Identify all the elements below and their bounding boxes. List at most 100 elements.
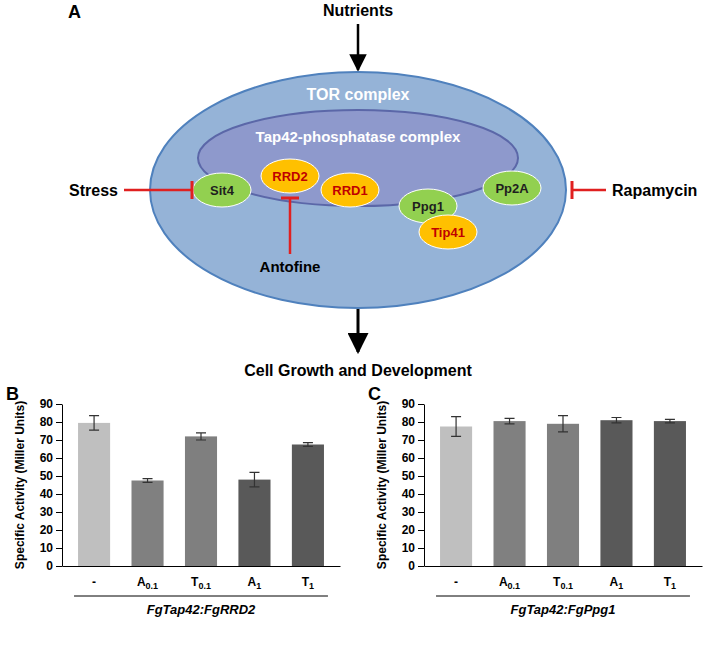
tick-label: 20 [40, 523, 54, 537]
outer-complex [150, 72, 566, 308]
inhibitor-label: Rapamycin [612, 182, 697, 199]
tick: 30 [40, 505, 62, 519]
tick-label: 30 [402, 505, 416, 519]
tick-label: 50 [40, 469, 54, 483]
tick-mark [56, 566, 62, 567]
tick-label: 40 [402, 487, 416, 501]
inhibition [572, 189, 606, 192]
tick-label: T0.1 [191, 575, 211, 591]
tick-mark [418, 566, 424, 567]
tick-mark [56, 548, 62, 549]
tick-label: 70 [402, 433, 416, 447]
diagram: ANutrientsTOR complexTap42-phosphatase c… [68, 2, 697, 379]
x-axis: -A0.1T0.1A1T1 [63, 566, 341, 591]
complex-label: TOR complex [307, 86, 410, 103]
tick-label: 10 [402, 541, 416, 555]
tick: A0.1 [137, 566, 158, 591]
tick-mark [418, 458, 424, 459]
node [483, 171, 541, 205]
tick-label: 90 [40, 397, 54, 411]
tick-label: 30 [40, 505, 54, 519]
output-label: Cell Growth and Development [244, 362, 472, 379]
x-axis-title: FgTap42:FgPpg1 [511, 602, 616, 617]
tick-label: A1 [610, 575, 624, 591]
inhibition [289, 198, 292, 254]
tick-label: 10 [40, 541, 54, 555]
plot-area [440, 416, 686, 566]
tick-label: A1 [248, 575, 262, 591]
group-line [436, 596, 690, 597]
error-bar [558, 416, 568, 432]
y-axis: 0102030405060708090 [40, 397, 63, 573]
tick: 0 [46, 559, 62, 573]
tick: 90 [402, 397, 424, 411]
group-line [74, 596, 328, 597]
tick-mark [56, 512, 62, 513]
node [193, 173, 251, 207]
tick-label: 60 [40, 451, 54, 465]
y-axis-title: Specific Activity (Miller Units) [375, 401, 389, 569]
tick: 40 [402, 487, 424, 501]
tick: T0.1 [553, 566, 573, 591]
axis-line [62, 405, 63, 567]
input-label: Nutrients [323, 2, 393, 19]
error-bar [89, 416, 99, 430]
tick-mark [418, 512, 424, 513]
tick-mark [418, 530, 424, 531]
error-bar [611, 418, 621, 423]
bar [132, 481, 164, 567]
x-axis: -A0.1T0.1A1T1 [425, 566, 703, 591]
tick: T1 [664, 566, 676, 591]
tick: 10 [402, 541, 424, 555]
arrow [357, 24, 360, 70]
inhibition-bar [571, 181, 574, 199]
axis-line [63, 566, 341, 567]
node-label: Ppg1 [412, 199, 444, 214]
tick: 60 [40, 451, 62, 465]
tick-label: A0.1 [137, 575, 158, 591]
bar [185, 436, 217, 566]
tick: 0 [408, 559, 424, 573]
bar [78, 423, 110, 566]
tick: 70 [402, 433, 424, 447]
bar [654, 421, 686, 566]
tick-label: 70 [40, 433, 54, 447]
tick-mark [56, 440, 62, 441]
node-label: Sit4 [210, 183, 235, 198]
tick: 60 [402, 451, 424, 465]
tick: 50 [40, 469, 62, 483]
tick-mark [418, 404, 424, 405]
tick-mark [56, 530, 62, 531]
bar [600, 420, 632, 566]
tick-label: A0.1 [499, 575, 520, 591]
tick: A1 [248, 566, 262, 591]
tick-label: 20 [402, 523, 416, 537]
error-bar [505, 418, 515, 423]
inhibition-bar [191, 181, 194, 199]
tick: 30 [402, 505, 424, 519]
tick-label: T1 [302, 575, 314, 591]
y-axis-title: Specific Activity (Miller Units) [13, 401, 27, 569]
tick-mark [56, 476, 62, 477]
node [321, 173, 379, 207]
bar-chart: C0102030405060708090-A0.1T0.1A1T1FgTap42… [368, 384, 703, 617]
tick-mark [56, 458, 62, 459]
tick-label: 40 [40, 487, 54, 501]
error-bar [303, 443, 313, 447]
axis-line [424, 405, 425, 567]
tick: 70 [40, 433, 62, 447]
bar [494, 421, 526, 566]
tick-label: 60 [402, 451, 416, 465]
axis-line [425, 566, 703, 567]
tick: A1 [610, 566, 624, 591]
node-label: Pp2A [495, 181, 529, 196]
tick-label: 80 [402, 415, 416, 429]
error-bar [249, 472, 259, 486]
inhibitor-label: Stress [69, 182, 118, 199]
tick: 20 [40, 523, 62, 537]
node [419, 215, 477, 249]
tick: 80 [402, 415, 424, 429]
tick: T0.1 [191, 566, 211, 591]
tick: 10 [40, 541, 62, 555]
plot-area [78, 416, 324, 566]
